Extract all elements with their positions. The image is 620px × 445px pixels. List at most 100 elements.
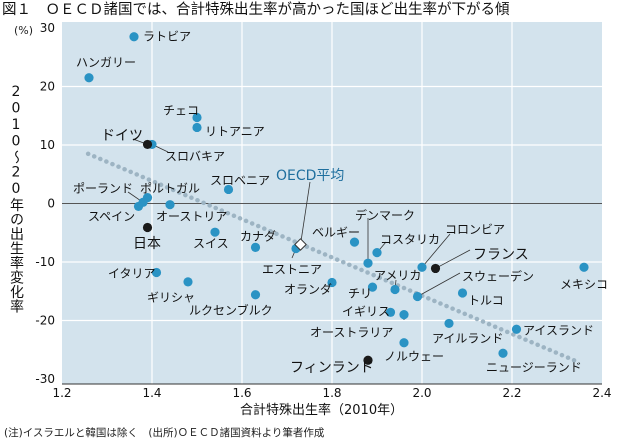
point-label: ベルギー (312, 226, 360, 240)
x-axis-label: 合計特殊出生率（2010年） (240, 402, 403, 418)
data-point (367, 282, 378, 292)
data-point (444, 318, 454, 329)
y-tick-label: -20 (35, 314, 55, 328)
data-point (430, 263, 441, 274)
point-label: オーストラリア (310, 326, 393, 340)
point-label: ギリシャ (147, 291, 195, 305)
data-point (363, 355, 373, 365)
point-label: フランス (473, 247, 529, 263)
y-tick-label: 30 (40, 21, 55, 35)
data-point (457, 288, 468, 298)
point-label: アイスランド (523, 324, 594, 338)
data-point (372, 248, 382, 258)
leader-line (421, 233, 451, 268)
data-points (84, 32, 589, 365)
gridlines (62, 22, 602, 384)
point-label: スロバキア (165, 150, 225, 164)
point-label: オーストリア (156, 210, 227, 224)
data-point (250, 290, 261, 300)
x-tick-label: 1.2 (52, 386, 71, 400)
point-label: デンマーク (355, 208, 415, 223)
point-label: フィンランド (290, 360, 374, 376)
data-point (498, 348, 508, 358)
point-label: スロベニア (210, 174, 270, 188)
data-point (412, 291, 423, 302)
chart-title: 図１ ＯＥＣＤ諸国では、合計特殊出生率が高かった国ほど出生率が下がる傾 (2, 1, 510, 18)
data-point (390, 284, 400, 295)
point-label: スウェーデン (462, 269, 534, 284)
x-tick-label: 2.2 (502, 386, 521, 400)
data-point (327, 277, 337, 288)
data-point (192, 122, 202, 133)
leader-line (417, 272, 461, 297)
data-point (511, 324, 522, 334)
y-tick-label: 10 (40, 138, 55, 152)
data-point (579, 262, 589, 272)
data-point (223, 184, 234, 195)
x-tick-label: 2.0 (412, 386, 431, 400)
y-tick-label: -10 (35, 255, 55, 269)
data-point (142, 139, 153, 150)
y-axis-label: 2010〜20年の出生率変化率 (8, 84, 24, 314)
point-label: チェコ (163, 104, 199, 118)
data-point (151, 267, 162, 278)
x-tick-label: 1.8 (322, 386, 341, 400)
data-point (210, 227, 220, 237)
point-label: トルコ (468, 294, 504, 308)
data-point (399, 310, 409, 320)
leader-line (435, 249, 471, 269)
x-tick-label: 2.4 (592, 386, 611, 400)
point-label: ニュージーランド (486, 361, 582, 375)
y-tick-label: 0 (47, 197, 55, 211)
point-label: イタリア (108, 267, 156, 281)
point-label: ポルトガル (140, 182, 200, 196)
point-label: エストニア (262, 263, 322, 277)
point-label: スペイン (88, 210, 135, 224)
oecd-average-marker (294, 238, 307, 251)
point-label: ノルウェー (384, 350, 444, 364)
trend-line (85, 151, 577, 363)
point-label: チリ (348, 287, 372, 301)
point-label: コスタリカ (380, 233, 440, 247)
data-point (363, 258, 373, 268)
point-label: ハンガリー (76, 56, 136, 70)
trend-line-dotted (85, 151, 577, 363)
data-point (192, 112, 202, 123)
y-tick-label: 20 (40, 80, 55, 94)
y-axis-unit: (%) (14, 24, 33, 37)
point-label: スイス (193, 237, 229, 251)
data-point (165, 200, 175, 210)
point-label: ポーランド (73, 182, 133, 196)
point-label: アイルランド (432, 332, 503, 346)
data-point (84, 73, 94, 83)
footnote: (注)イスラエルと韓国は除く (出所)ＯＥＣＤ諸国資料より筆者作成 (4, 426, 325, 439)
x-tick-label: 1.4 (142, 386, 161, 400)
data-point (250, 242, 261, 252)
point-label: アメリカ (374, 269, 421, 283)
point-labels: ラトビアハンガリーチェコリトアニアスロバキアスロベニアポルトガルポーランドスペイ… (73, 30, 608, 377)
point-label: カナダ (240, 229, 276, 244)
point-label: オランダ (284, 282, 332, 297)
point-label: コロンビア (445, 223, 505, 237)
data-point (183, 277, 193, 287)
point-label: ラトビア (143, 30, 191, 44)
data-point (399, 338, 409, 348)
axes: 1.2 1.4 1.6 1.8 2.0 2.2 2.4 30 20 10 0 -10 -20 -30 (35, 21, 611, 400)
data-point (142, 222, 153, 233)
point-label: ドイツ (101, 128, 143, 144)
data-point (385, 307, 396, 317)
point-label: イギリス (342, 305, 390, 319)
data-point (349, 237, 360, 247)
point-label: メキシコ (560, 278, 608, 292)
y-tick-label: -30 (35, 372, 55, 386)
point-label: OECD平均 (276, 168, 344, 184)
point-label: 日本 (133, 236, 161, 252)
point-label: ルクセンブルク (189, 303, 273, 318)
leader-line (300, 181, 311, 245)
data-point (133, 201, 144, 212)
data-point (417, 262, 427, 272)
data-point (129, 32, 139, 42)
x-tick-label: 1.6 (232, 386, 251, 400)
point-label: リトアニア (205, 125, 265, 139)
